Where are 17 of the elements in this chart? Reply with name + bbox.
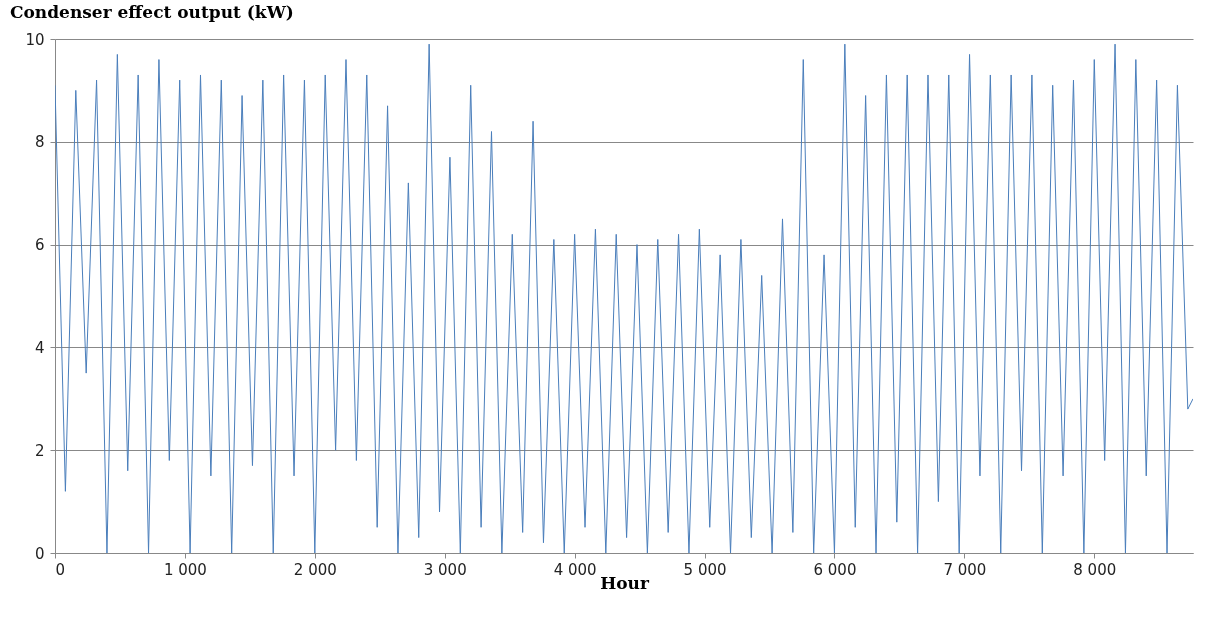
y-tick-label: 8: [34, 133, 45, 152]
y-tick-label: 2: [34, 441, 45, 460]
x-tick-label: 4 000: [553, 560, 597, 579]
x-tick-label: 8 000: [1073, 560, 1117, 579]
x-axis-title: Hour: [600, 572, 650, 593]
x-tick-label: 3 000: [423, 560, 467, 579]
y-tick-label: 0: [34, 544, 45, 563]
x-tick-label: 1 000: [163, 560, 207, 579]
x-tick-label: 0: [55, 560, 66, 579]
x-tick-label: 7 000: [943, 560, 987, 579]
y-tick-label: 4: [34, 338, 45, 357]
chart-title: Condenser effect output (kW): [10, 2, 294, 22]
y-tick-label: 10: [25, 30, 45, 49]
y-tick-label: 6: [34, 236, 45, 255]
x-tick-label: 2 000: [293, 560, 337, 579]
x-tick-label: 6 000: [813, 560, 857, 579]
x-tick-label: 5 000: [683, 560, 727, 579]
